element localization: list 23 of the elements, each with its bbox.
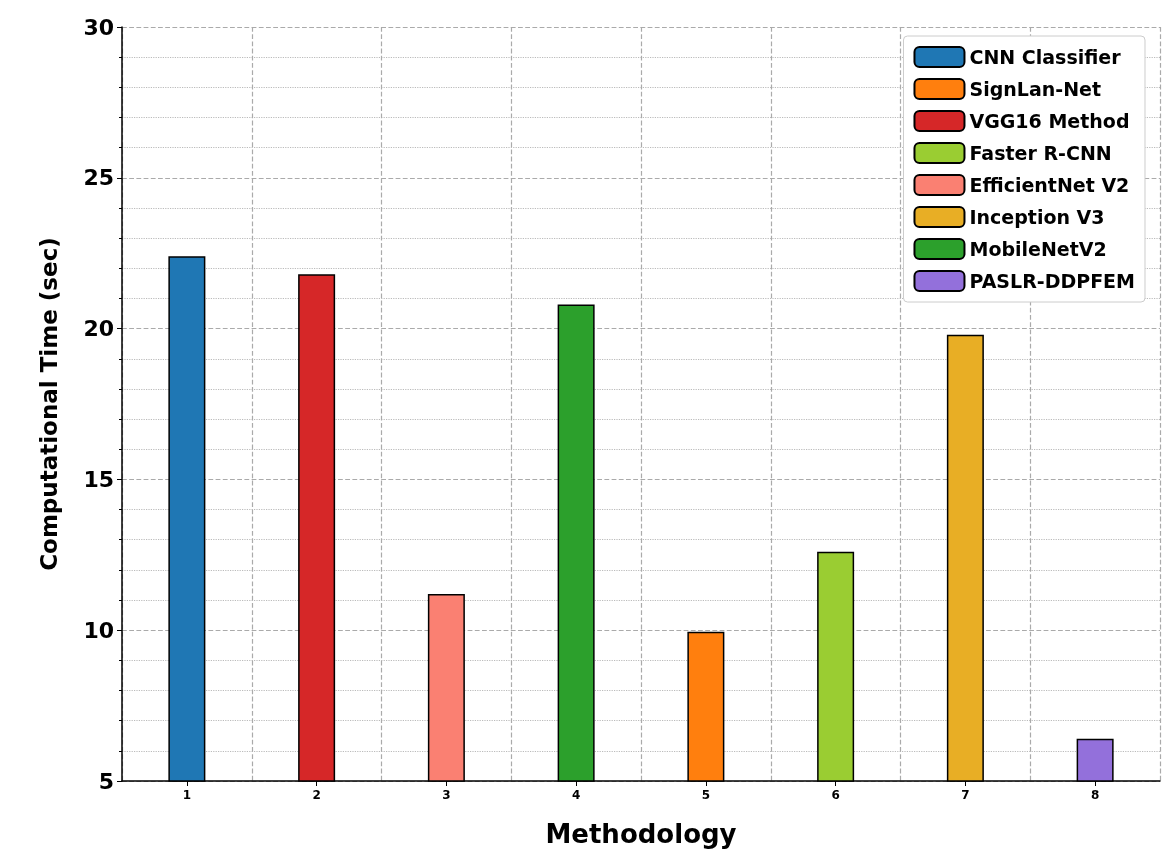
x-tick-label: 2 <box>312 788 321 802</box>
legend-label: SignLan-Net <box>969 78 1102 100</box>
y-tick-label: 25 <box>83 165 114 191</box>
x-tick-label: 8 <box>1090 788 1100 802</box>
legend-label: CNN Classifier <box>969 46 1122 68</box>
legend-label: PASLR-DDPFEM <box>969 270 1135 292</box>
x-axis-title: Methodology <box>545 819 737 849</box>
x-tick-label: 5 <box>701 788 711 802</box>
y-axis-title: Computational Time (sec) <box>35 237 62 571</box>
y-tick-label: 30 <box>83 14 114 40</box>
legend-label: EfficientNet V2 <box>969 174 1130 196</box>
legend-label: VGG16 Method <box>969 110 1130 132</box>
x-tick-label: 7 <box>961 788 970 802</box>
legend-label: Faster R-CNN <box>969 142 1112 164</box>
x-tick-label: 6 <box>831 788 840 802</box>
x-tick-label: 3 <box>442 788 451 802</box>
x-tick-label: 1 <box>182 788 192 802</box>
legend-label: Inception V3 <box>969 206 1105 228</box>
x-tick-label: 4 <box>571 788 581 802</box>
y-tick-label: 10 <box>83 617 114 643</box>
y-tick-label: 20 <box>83 316 114 342</box>
legend-label: MobileNetV2 <box>969 238 1107 260</box>
y-tick-label: 15 <box>83 466 114 492</box>
